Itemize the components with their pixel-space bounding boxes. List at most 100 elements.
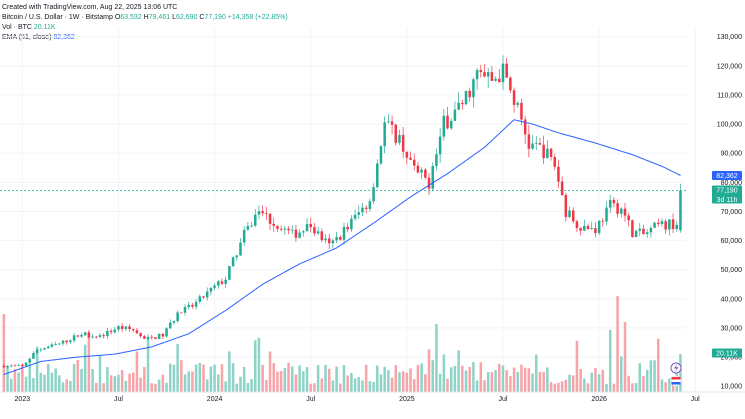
candle-body: [228, 266, 231, 280]
candle-body: [546, 148, 549, 159]
candle-body: [608, 199, 612, 208]
volume-bar: [512, 367, 516, 392]
volume-bar: [564, 379, 568, 392]
candle-body: [261, 211, 264, 214]
x-tick-label: Jul: [499, 396, 508, 403]
volume-value: 20.11K: [33, 24, 56, 31]
volume-bar: [435, 324, 438, 392]
volume-bar: [235, 383, 239, 392]
volume-bar: [294, 374, 298, 392]
x-tick-label: Jul: [691, 396, 700, 403]
candle-body: [161, 333, 165, 337]
volume-bar: [479, 362, 483, 392]
symbol-legend[interactable]: Bitcoin / U.S. Dollar · 1W · Bitstamp O6…: [2, 13, 288, 22]
candle-body: [612, 199, 616, 204]
candle-body: [416, 165, 420, 173]
volume-bar: [579, 368, 582, 392]
candle-body: [165, 328, 168, 337]
y-tick-label: 130,000: [717, 34, 742, 41]
candle-body: [390, 121, 394, 125]
volume-bar: [50, 372, 54, 392]
ohlc-open-label: O: [114, 14, 121, 21]
candle-body: [2, 365, 6, 368]
volume-bar: [54, 368, 57, 392]
volume-bar: [368, 381, 372, 392]
candle-body: [43, 348, 46, 350]
ohlc-open: 63,532: [120, 14, 142, 21]
candle-body: [272, 223, 276, 226]
candle-body: [32, 353, 35, 359]
volume-bar: [627, 375, 630, 392]
time-axis[interactable]: 2023 Jul 2024 Jul 2025 Jul 2026 Jul: [0, 391, 745, 403]
volume-bar: [438, 373, 442, 392]
ema-legend[interactable]: EMA (51, close) 82,362: [2, 33, 75, 42]
ema-badge-text: 82,362: [716, 173, 738, 180]
volume-bar: [657, 338, 660, 392]
candle-body: [597, 220, 601, 234]
candle-body: [150, 336, 153, 338]
candle-body: [242, 229, 246, 243]
candle-body: [320, 231, 324, 241]
candle-body: [560, 181, 564, 195]
candle-body: [671, 219, 675, 230]
candle-body: [424, 169, 427, 178]
price-axis[interactable]: 10,000 20,000 30,000 40,000 50,000 60,000 70,0…: [717, 34, 742, 390]
candle-body: [117, 326, 120, 330]
candle-body: [157, 333, 161, 339]
volume-legend[interactable]: Vol · BTC 20.11K: [2, 23, 56, 32]
candle-body: [531, 143, 534, 149]
volume-label: Vol · BTC: [2, 24, 32, 31]
volume-bar: [523, 367, 527, 392]
candle-body: [461, 102, 464, 105]
candle-body: [520, 102, 523, 120]
candle-body: [442, 115, 446, 137]
volume-bar: [246, 383, 250, 392]
candle-body: [346, 226, 349, 230]
volume-bar: [261, 364, 264, 392]
volume-bar: [483, 380, 486, 392]
candle-body: [357, 212, 361, 215]
y-tick-label: 120,000: [717, 63, 742, 70]
candle-body: [279, 228, 283, 230]
volume-bar: [109, 375, 113, 392]
candle-body: [13, 365, 17, 367]
volume-bar: [412, 379, 416, 392]
candle-body: [176, 312, 179, 322]
candle-body: [479, 70, 483, 73]
volume-bar: [327, 368, 331, 392]
candle-body: [579, 228, 582, 231]
volume-bar: [254, 340, 257, 392]
volume-bar: [283, 367, 287, 392]
candle-body: [427, 177, 431, 189]
volume-bar: [28, 363, 31, 392]
ohlc-low-label: L: [172, 14, 176, 21]
candle-body: [590, 228, 593, 229]
x-tick-label: Jul: [306, 396, 315, 403]
volume-bar: [560, 381, 564, 392]
candle-body: [679, 190, 682, 231]
volume-bar: [80, 368, 83, 392]
volume-bar: [357, 377, 361, 392]
candle-body: [316, 231, 320, 234]
volume-bar: [498, 363, 501, 392]
volume-bar: [2, 314, 6, 392]
volume-bar: [668, 378, 671, 392]
lightning-icon[interactable]: [670, 362, 682, 374]
volume-bar: [372, 381, 375, 392]
volume-bar: [501, 365, 505, 392]
volume-bar: [131, 372, 135, 392]
flag-icon[interactable]: [670, 375, 682, 387]
volume-bar: [486, 372, 490, 392]
candle-body: [475, 70, 479, 80]
candle-body: [483, 72, 486, 77]
y-tick-label: 110,000: [717, 92, 742, 99]
volume-bar: [146, 337, 150, 392]
candle-body: [549, 148, 553, 157]
volume-bar: [76, 359, 80, 392]
created-label: Created with TradingView.com, Aug 22, 20…: [2, 4, 178, 11]
candle-body: [490, 72, 494, 81]
candle-body: [571, 210, 575, 222]
candle-body: [339, 236, 342, 240]
candle-body: [364, 207, 368, 210]
